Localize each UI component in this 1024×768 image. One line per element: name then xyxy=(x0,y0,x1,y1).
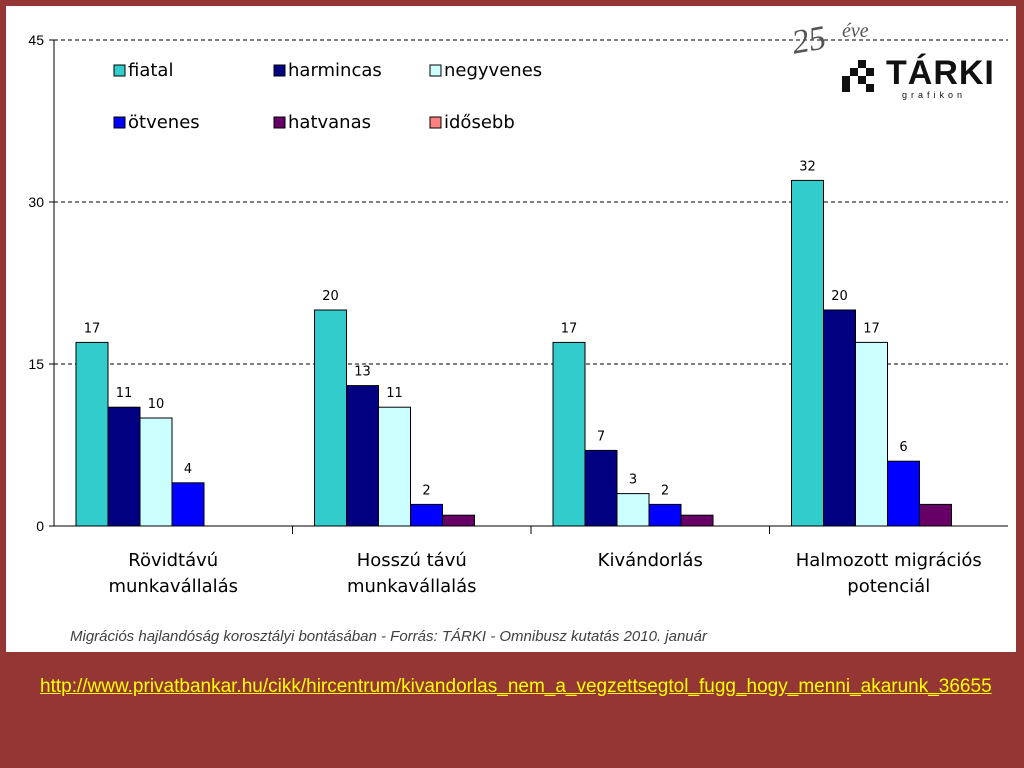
logo-year: 25 xyxy=(788,19,829,62)
legend-swatch xyxy=(429,64,442,77)
data-label: 10 xyxy=(148,397,165,412)
legend-swatch xyxy=(273,116,286,129)
legend-swatch xyxy=(113,116,126,129)
bar-chart: 0 15 30 45 17 11 10 4 Rövidtávú munkavállalás 20 13… xyxy=(28,32,1008,597)
bar-hatvanas xyxy=(680,514,714,527)
category-label: Rövidtávú xyxy=(128,550,218,571)
bar-fiatal xyxy=(791,179,824,527)
data-label: 6 xyxy=(899,440,907,455)
y-tick-label: 0 xyxy=(36,518,44,534)
logo-year-word: éve xyxy=(842,20,869,42)
data-label: 32 xyxy=(799,159,816,174)
legend-label: negyvenes xyxy=(444,60,542,81)
data-label: 4 xyxy=(184,462,192,477)
bar-ötvenes xyxy=(410,503,443,527)
legend-label: hatvanas xyxy=(288,112,371,133)
bar-harmincas xyxy=(823,309,856,527)
data-label: 17 xyxy=(84,321,101,336)
data-label: 3 xyxy=(629,473,637,488)
bar-fiatal xyxy=(314,309,347,527)
data-label: 7 xyxy=(597,429,605,444)
logo-name: TÁRKI xyxy=(886,54,995,92)
bar-ötvenes xyxy=(171,482,205,527)
bar-hatvanas xyxy=(442,514,475,527)
data-label: 20 xyxy=(322,289,339,304)
y-tick-label: 15 xyxy=(28,356,44,372)
bar-hatvanas xyxy=(919,503,952,527)
data-label: 11 xyxy=(386,386,403,401)
bar-fiatal xyxy=(75,341,109,527)
source-link[interactable]: http://www.privatbankar.hu/cikk/hircentr… xyxy=(40,676,992,697)
bar-negyvenes xyxy=(855,341,888,527)
bar-harmincas xyxy=(107,406,141,527)
data-label: 13 xyxy=(354,365,371,380)
category-label: munkavállalás xyxy=(347,576,477,597)
bar-ötvenes xyxy=(648,503,682,527)
data-label: 20 xyxy=(831,289,848,304)
data-label: 2 xyxy=(422,483,430,498)
category-label: potenciál xyxy=(847,576,930,597)
legend-swatch xyxy=(429,116,442,129)
chart-panel: 0 15 30 45 17 11 10 4 Rövidtávú munkavállalás 20 13… xyxy=(6,6,1016,652)
legend-label: fiatal xyxy=(128,60,173,81)
bar-fiatal xyxy=(552,341,586,527)
tarki-logo-mark-icon xyxy=(842,60,874,92)
y-tick-label: 30 xyxy=(28,194,44,210)
logo-subtitle: grafikon xyxy=(902,90,967,100)
legend-label: harmincas xyxy=(288,60,382,81)
legend-label: ötvenes xyxy=(128,112,200,133)
category-label: Hosszú távú xyxy=(357,550,467,571)
data-label: 17 xyxy=(863,321,880,336)
chart-caption: Migrációs hajlandóság korosztályi bontás… xyxy=(70,628,707,645)
y-tick-label: 45 xyxy=(28,32,44,48)
category-label: Halmozott migrációs xyxy=(796,550,982,571)
bar-harmincas xyxy=(346,385,379,527)
bar-harmincas xyxy=(584,449,618,527)
legend-swatch xyxy=(113,64,126,77)
legend-swatch xyxy=(273,64,286,77)
data-label: 2 xyxy=(661,483,669,498)
bar-negyvenes xyxy=(378,406,411,527)
tarki-logo: 25 éve TÁRKI grafikon xyxy=(786,19,1006,104)
category-label: munkavállalás xyxy=(108,576,238,597)
data-label: 11 xyxy=(116,386,133,401)
legend-label: idősebb xyxy=(444,112,515,133)
category-label: Kivándorlás xyxy=(598,550,703,571)
bar-ötvenes xyxy=(887,460,920,527)
bar-negyvenes xyxy=(616,493,650,527)
data-label: 17 xyxy=(561,321,578,336)
bar-negyvenes xyxy=(139,417,173,527)
